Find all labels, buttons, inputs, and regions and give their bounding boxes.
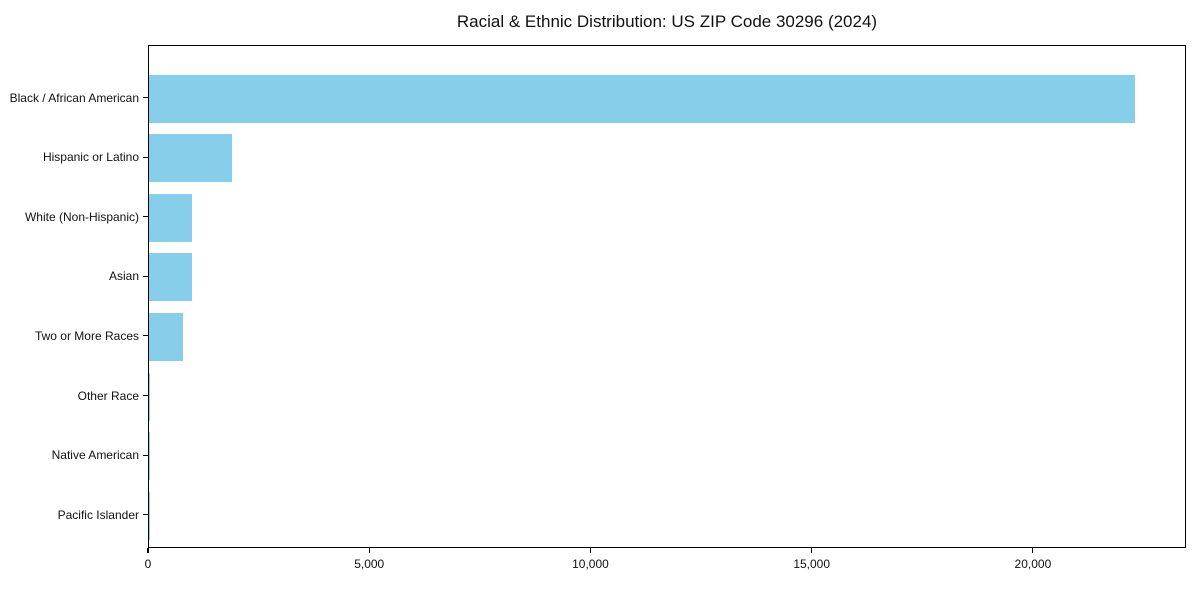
plot-area — [148, 45, 1186, 548]
x-tick-mark — [147, 548, 149, 553]
y-tick-mark — [143, 275, 148, 277]
y-axis-label: Asian — [108, 269, 139, 284]
y-tick-mark — [143, 335, 148, 337]
y-tick-mark — [143, 514, 148, 516]
x-axis-tick-label: 5,000 — [354, 557, 385, 571]
chart-title: Racial & Ethnic Distribution: US ZIP Cod… — [456, 12, 878, 31]
y-axis-label: White (Non-Hispanic) — [24, 209, 139, 224]
bar — [149, 74, 1136, 123]
x-tick-mark — [1032, 548, 1034, 553]
y-axis-label: Two or More Races — [34, 328, 139, 343]
bar — [149, 134, 232, 183]
y-tick-mark — [143, 156, 148, 158]
y-tick-mark — [143, 454, 148, 456]
y-axis-label: Native American — [51, 448, 139, 463]
bar — [149, 193, 193, 242]
y-axis-label: Other Race — [77, 388, 139, 403]
x-tick-mark — [368, 548, 370, 553]
x-tick-mark — [589, 548, 592, 553]
bar — [149, 312, 183, 361]
y-axis-label: Black / African American — [9, 90, 139, 105]
bar — [149, 253, 192, 302]
y-tick-mark — [143, 394, 148, 397]
x-axis-tick-label: 10,000 — [572, 557, 609, 571]
y-tick-mark — [143, 216, 148, 218]
x-tick-mark — [811, 548, 813, 553]
x-axis-tick-label: 20,000 — [1014, 557, 1052, 571]
x-axis-tick-label: 15,000 — [793, 557, 831, 571]
y-axis-label: Pacific Islander — [57, 507, 139, 522]
y-axis-label: Hispanic or Latino — [42, 150, 139, 165]
y-tick-mark — [143, 96, 148, 99]
x-axis-tick-label: 0 — [144, 557, 152, 571]
bar — [149, 372, 151, 421]
